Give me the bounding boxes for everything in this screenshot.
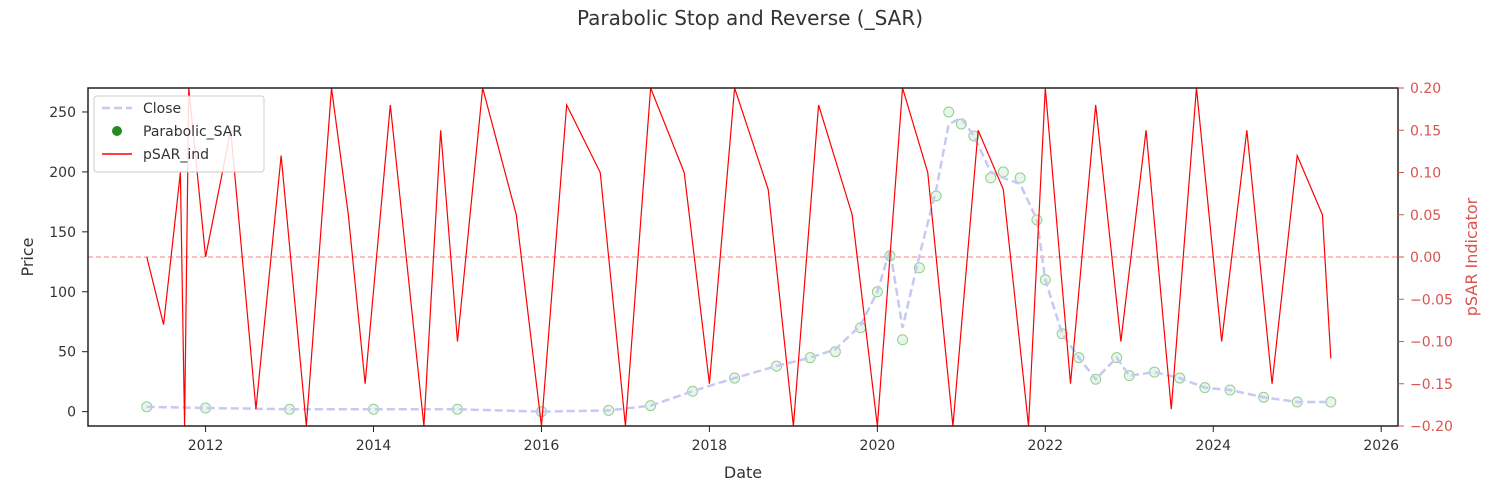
x-tick-label: 2014: [356, 438, 392, 454]
y2-tick-label: 0.00: [1410, 250, 1441, 266]
y-axis-left: 0 50 100 150 200 250: [49, 105, 88, 421]
y2-tick-label: 0.10: [1410, 166, 1441, 182]
legend-sar-label: Parabolic_SAR: [143, 124, 242, 140]
sar-point: [997, 166, 1009, 178]
sar-point: [943, 106, 955, 118]
legend: Close Parabolic_SAR pSAR_ind: [93, 95, 265, 173]
x-axis-title: Date: [724, 463, 762, 482]
x-tick-label: 2016: [524, 438, 560, 454]
legend-box: [93, 95, 265, 173]
y-tick-label: 100: [49, 285, 76, 301]
close-series-line: [146, 116, 1331, 413]
y-tick-label: 50: [58, 345, 76, 361]
x-tick-label: 2018: [692, 438, 728, 454]
legend-sar-swatch: [112, 126, 122, 136]
y2-tick-label: −0.15: [1410, 377, 1453, 393]
y2-tick-label: 0.20: [1410, 81, 1441, 97]
sar-point: [687, 385, 699, 397]
y-tick-label: 150: [49, 225, 76, 241]
data-layer: [88, 88, 1398, 426]
x-tick-label: 2022: [1027, 438, 1063, 454]
x-axis: 2012 2014 2016 2018 2020 2022 2024 2026: [188, 426, 1399, 454]
y-axis-title: Price: [18, 237, 37, 276]
chart-title: Parabolic Stop and Reverse (_SAR): [577, 6, 923, 30]
y2-tick-label: −0.05: [1410, 292, 1453, 308]
legend-psar-label: pSAR_ind: [143, 147, 209, 163]
x-tick-label: 2020: [860, 438, 896, 454]
y2-tick-label: −0.10: [1410, 335, 1453, 351]
sar-point: [1325, 396, 1337, 408]
legend-close-label: Close: [143, 101, 181, 117]
y2-tick-label: −0.20: [1410, 419, 1453, 435]
y2-tick-label: 0.05: [1410, 208, 1441, 224]
x-tick-label: 2026: [1363, 438, 1399, 454]
y-axis-right: −0.20 −0.15 −0.10 −0.05 0.00 0.05 0.10 0.15 0.20: [1398, 81, 1453, 435]
psar-indicator-line: [146, 88, 1332, 426]
sar-point: [897, 334, 909, 346]
x-tick-label: 2024: [1195, 438, 1231, 454]
y-tick-label: 250: [49, 105, 76, 121]
x-tick-label: 2012: [188, 438, 224, 454]
y2-axis-title: pSAR Indicator: [1462, 197, 1481, 316]
sar-point: [1014, 172, 1026, 184]
y-tick-label: 200: [49, 165, 76, 181]
y2-tick-label: 0.15: [1410, 123, 1441, 139]
y-tick-label: 0: [67, 405, 76, 421]
